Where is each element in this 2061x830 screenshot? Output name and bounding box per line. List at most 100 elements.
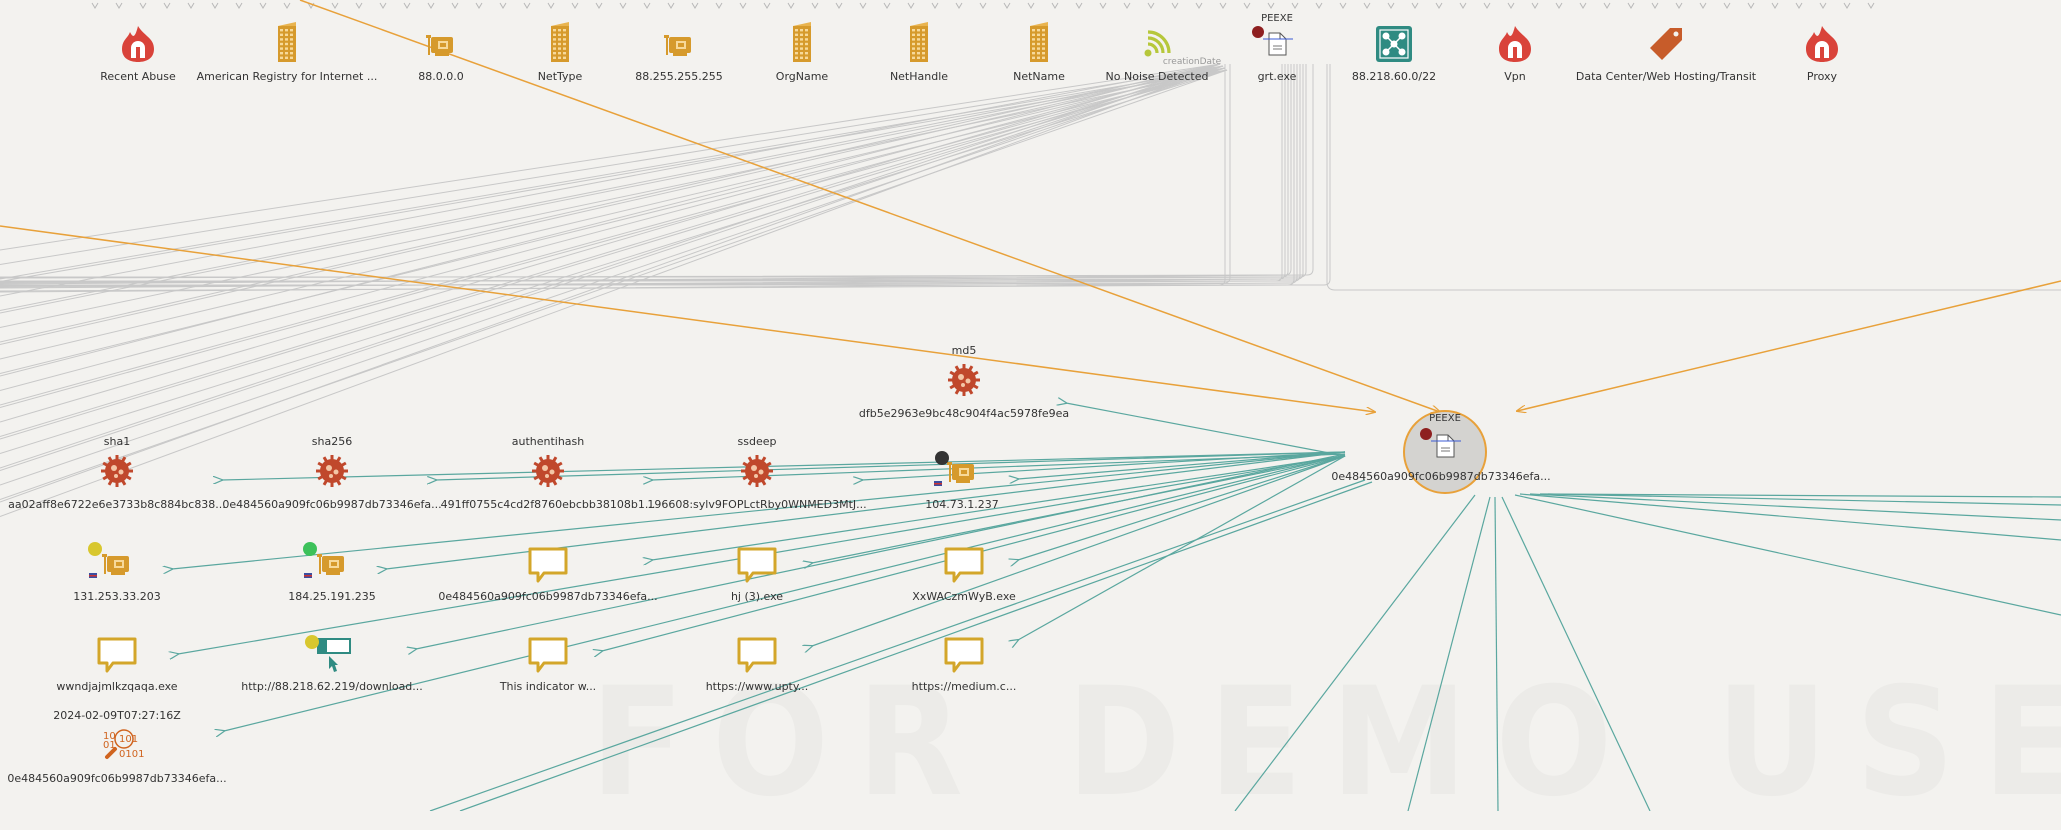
node-label: http://88.218.62.219/download... — [241, 680, 423, 693]
status-dot — [303, 542, 317, 556]
virus-icon — [532, 455, 564, 487]
node-sha256[interactable]: sha256 0e484560a909fc06b9987db73346efa... — [222, 435, 441, 511]
arrow-tick — [475, 2, 483, 9]
top-node[interactable]: 88.218.60.0/22 — [1352, 26, 1436, 83]
arrow-tick — [763, 2, 771, 9]
node-c2[interactable]: hj (3).exe — [731, 547, 783, 603]
status-dot — [88, 542, 102, 556]
node-label: dfb5e2963e9bc48c904f4ac5978fe9ea — [859, 407, 1069, 420]
top-node[interactable]: 88.0.0.0 — [418, 35, 464, 83]
top-node[interactable]: creationDate No Noise Detected — [1106, 30, 1222, 83]
node-c6[interactable]: https://www.upty... — [706, 637, 809, 693]
node-c5[interactable]: This indicator w... — [499, 637, 596, 693]
teal-edges — [172, 403, 2061, 811]
comment-icon — [737, 637, 777, 673]
arrow-tick — [187, 2, 195, 9]
edge-ip1 — [1018, 451, 1346, 479]
edge-offscreen — [1514, 494, 2061, 616]
node-c3[interactable]: XxWACzmWyB.exe — [912, 547, 1016, 603]
virus-icon — [101, 455, 133, 487]
node-url[interactable]: http://88.218.62.219/download... — [241, 638, 423, 693]
top-node[interactable]: NetName — [1013, 22, 1065, 83]
node-label: https://medium.c... — [912, 680, 1017, 693]
arrow-tick — [1435, 2, 1443, 9]
grey-edge — [0, 67, 1226, 360]
top-node[interactable]: OrgName — [776, 22, 829, 83]
arrow-tick — [1099, 2, 1107, 9]
grey-edge — [0, 69, 1228, 328]
edge-c6 — [812, 455, 1346, 646]
network-card-icon — [426, 35, 453, 56]
arrow-tick — [1339, 2, 1347, 9]
arrow-tick — [427, 2, 435, 9]
arrow-tick — [1459, 2, 1467, 9]
edge-c7 — [1018, 455, 1346, 640]
top-node[interactable]: 88.255.255.255 — [635, 35, 723, 83]
arrow-tick — [1075, 2, 1083, 9]
arrow-tick — [1867, 2, 1875, 9]
status-dot — [305, 635, 319, 649]
grey-edge — [0, 64, 1314, 285]
node-label: 0e484560a909fc06b9987db73346efa... — [7, 772, 226, 785]
node-sha1[interactable]: sha1 aa02aff8e6722e6e3733b8c884bc838... — [8, 435, 226, 511]
edge-offscreen — [1547, 493, 2061, 506]
grey-edge — [0, 69, 1228, 374]
node-c7[interactable]: https://medium.c... — [912, 637, 1017, 693]
graph-canvas[interactable]: PEEXE0e484560a909fc06b9987db73346efa... … — [0, 0, 2061, 811]
node-ssdeep[interactable]: ssdeep 196608:sylv9FOPLctRby0WNMED3MtJ... — [647, 435, 866, 511]
top-node[interactable]: NetType — [538, 22, 583, 83]
arrow-tick — [1051, 2, 1059, 9]
top-node[interactable]: Recent Abuse — [100, 26, 176, 83]
arrow-tick — [1147, 2, 1155, 9]
flame-icon — [1499, 26, 1531, 62]
arrow-tick — [547, 2, 555, 9]
file-icon — [1420, 428, 1461, 458]
node-title: md5 — [952, 344, 977, 357]
building-icon — [793, 22, 811, 62]
arrow-tick — [451, 2, 459, 9]
arrow-tick — [91, 2, 99, 9]
arrow-tick — [499, 2, 507, 9]
arrow-tick — [1267, 2, 1275, 9]
arrow-tick — [979, 2, 987, 9]
edge-offscreen — [1494, 496, 1499, 811]
arrow-tick — [1723, 2, 1731, 9]
arrow-tick — [1627, 2, 1635, 9]
url-icon — [317, 638, 351, 672]
arrow-tick — [1123, 2, 1131, 9]
node-ip3[interactable]: 184.25.191.235 — [288, 554, 376, 603]
top-node[interactable]: NetHandle — [890, 22, 948, 83]
arrow-tick — [1795, 2, 1803, 9]
top-node[interactable]: PEEXE grt.exe — [1252, 13, 1297, 83]
flag-stripe — [934, 483, 942, 485]
arrow-tick — [1771, 2, 1779, 9]
node-title: PEEXE — [1261, 13, 1293, 24]
arrow-tick — [859, 2, 867, 9]
top-node[interactable]: Vpn — [1499, 26, 1531, 83]
node-authentihash[interactable]: authentihash 491ff0755c4cd2f8760ebcbb3810… — [441, 435, 656, 511]
cidr-icon — [1376, 26, 1412, 62]
node-label: OrgName — [776, 70, 829, 83]
arrow-tick — [907, 2, 915, 9]
node-label: 0e484560a909fc06b9987db73346efa... — [438, 590, 657, 603]
arrow-tick — [1747, 2, 1755, 9]
node-label: aa02aff8e6722e6e3733b8c884bc838... — [8, 498, 226, 511]
node-title: sha1 — [104, 435, 130, 448]
top-node[interactable]: Data Center/Web Hosting/Transit — [1576, 28, 1757, 83]
top-node[interactable]: American Registry for Internet ... — [197, 22, 378, 83]
arrow-tick — [1387, 2, 1395, 9]
node-c4[interactable]: wwndjajmlkzqaqa.exe — [56, 637, 178, 693]
node-md5[interactable]: md5 dfb5e2963e9bc48c904f4ac5978fe9ea — [859, 344, 1069, 420]
virus-icon — [948, 364, 980, 396]
center-node[interactable]: PEEXE 0e484560a909fc06b9987db73346efa... — [1331, 410, 1551, 494]
edge-sha256 — [436, 451, 1346, 480]
arrow-tick — [1315, 2, 1323, 9]
node-c1[interactable]: 0e484560a909fc06b9987db73346efa... — [438, 547, 658, 603]
node-ip1[interactable]: 104.73.1.237 — [925, 462, 999, 511]
node-ip2[interactable]: 131.253.33.203 — [73, 554, 161, 603]
arrow-tick — [739, 2, 747, 9]
arrow-tick — [1531, 2, 1539, 9]
grey-edge — [0, 63, 1221, 377]
top-node[interactable]: Proxy — [1806, 26, 1838, 83]
